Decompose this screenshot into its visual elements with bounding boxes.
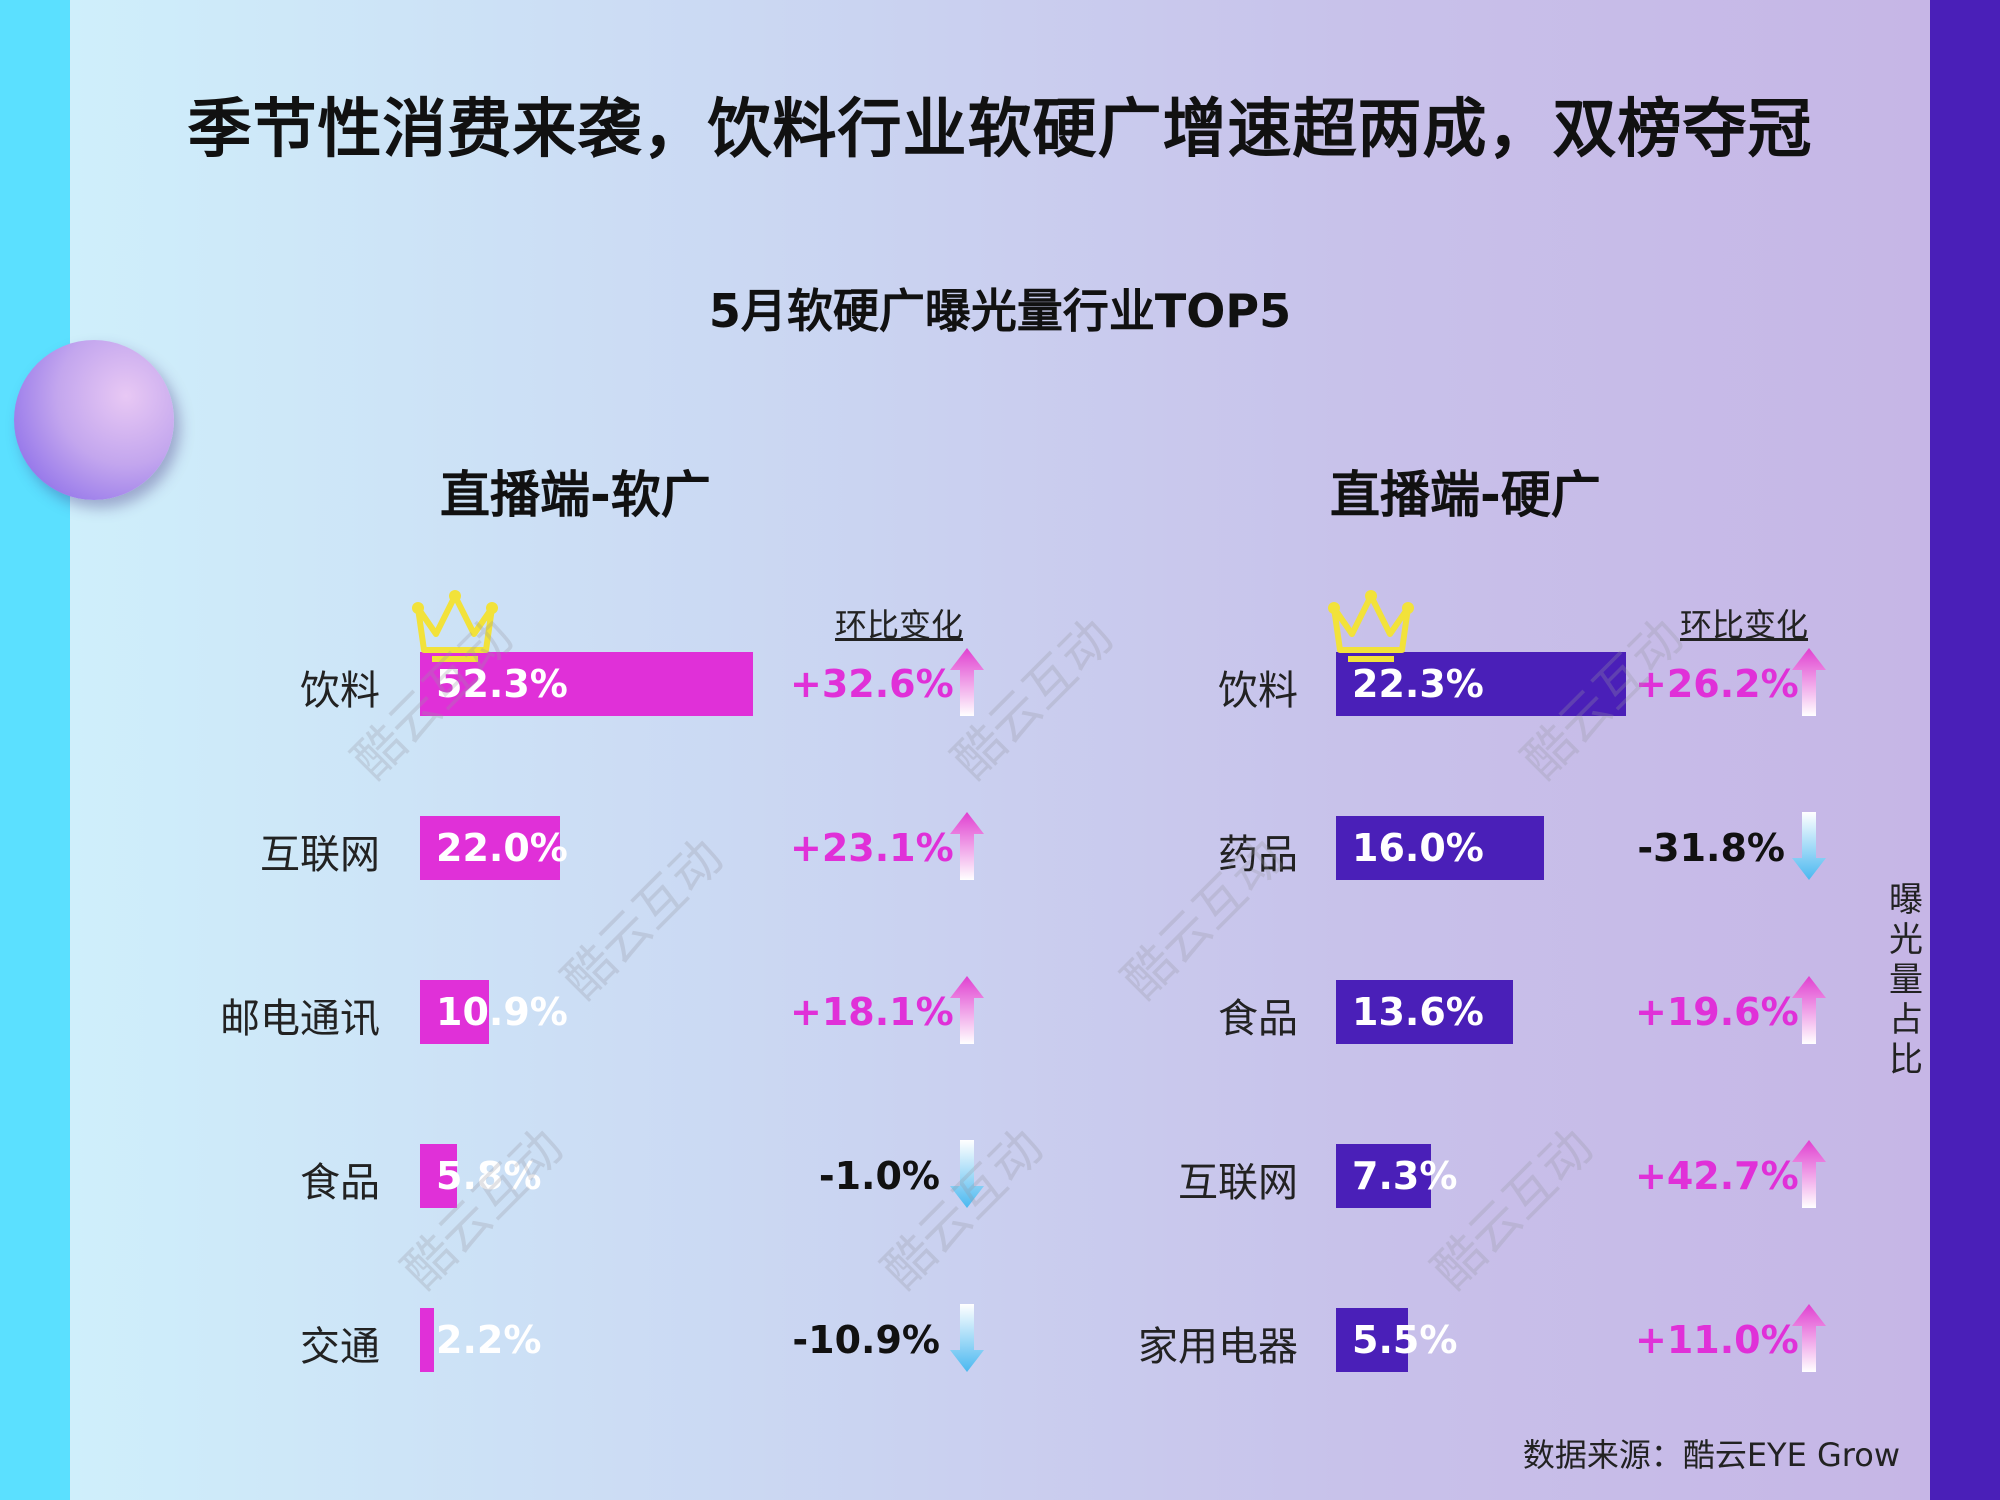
arrow-down-icon-soft-3 xyxy=(950,1140,984,1208)
soft-category-label: 交通 xyxy=(300,1324,380,1370)
arrow-up-icon-soft-0 xyxy=(950,648,984,716)
hard-arrow-up xyxy=(1792,1304,1826,1372)
side-axis-label: 曝光量占比 xyxy=(1889,880,1923,1080)
soft-bar xyxy=(420,816,561,880)
arrow-down-icon-hard-1 xyxy=(1792,812,1826,880)
soft-change-label: +23.1% xyxy=(790,826,954,870)
soft-arrow-down xyxy=(950,1304,984,1372)
soft-arrow-up xyxy=(950,812,984,880)
hard-arrow-up xyxy=(1792,648,1826,716)
soft-category-label: 饮料 xyxy=(300,668,380,714)
soft-arrow-down xyxy=(950,1140,984,1208)
soft-bar xyxy=(420,1144,457,1208)
hard-change-label: +11.0% xyxy=(1635,1318,1799,1362)
soft-change-header: 环比变化 xyxy=(835,606,964,644)
left-accent-stripe xyxy=(0,0,70,1500)
hard-bar xyxy=(1336,816,1545,880)
hard-category-label: 互联网 xyxy=(1178,1160,1298,1206)
soft-category-label: 互联网 xyxy=(260,832,380,878)
hard-arrow-up xyxy=(1792,976,1826,1044)
chart-subtitle: 5月软硬广曝光量行业TOP5 xyxy=(708,284,1292,338)
data-source: 数据来源：酷云EYE Grow xyxy=(1522,1436,1900,1474)
hard-category-label: 药品 xyxy=(1218,832,1298,878)
arrow-up-icon-hard-2 xyxy=(1792,976,1826,1044)
hard-panel-title: 直播端-硬广 xyxy=(1330,466,1601,524)
soft-bar xyxy=(420,1308,434,1372)
right-accent-stripe xyxy=(1930,0,2000,1500)
soft-value-label: 52.3% xyxy=(436,662,568,706)
hard-change-label: +26.2% xyxy=(1635,662,1799,706)
background xyxy=(70,0,1930,1500)
hard-bar xyxy=(1336,652,1626,716)
hard-change-label: +42.7% xyxy=(1635,1154,1799,1198)
hard-value-label: 22.3% xyxy=(1352,662,1484,706)
arrow-down-icon-soft-4 xyxy=(950,1304,984,1372)
hard-value-label: 7.3% xyxy=(1352,1154,1458,1198)
soft-arrow-up xyxy=(950,976,984,1044)
hard-bar xyxy=(1336,1144,1431,1208)
hard-value-label: 13.6% xyxy=(1352,990,1484,1034)
hard-change-label: -31.8% xyxy=(1637,826,1785,870)
crown-icon xyxy=(1326,588,1416,668)
soft-panel-title: 直播端-软广 xyxy=(440,466,711,524)
hard-value-label: 5.5% xyxy=(1352,1318,1458,1362)
soft-change-label: +32.6% xyxy=(790,662,954,706)
soft-change-label: -10.9% xyxy=(792,1318,940,1362)
hard-change-label: +19.6% xyxy=(1635,990,1799,1034)
hard-category-label: 家用电器 xyxy=(1138,1324,1298,1370)
hard-bar xyxy=(1336,1308,1408,1372)
soft-value-label: 10.9% xyxy=(436,990,568,1034)
soft-value-label: 22.0% xyxy=(436,826,568,870)
page-title: 季节性消费来袭，饮料行业软硬广增速超两成，双榜夺冠 xyxy=(187,93,1813,167)
hard-arrow-down xyxy=(1792,812,1826,880)
hard-arrow-up xyxy=(1792,1140,1826,1208)
soft-change-label: -1.0% xyxy=(818,1154,940,1198)
hard-category-label: 食品 xyxy=(1218,996,1298,1042)
hard-value-label: 16.0% xyxy=(1352,826,1484,870)
soft-value-label: 2.2% xyxy=(436,1318,542,1362)
soft-category-label: 食品 xyxy=(300,1160,380,1206)
soft-bar xyxy=(420,980,490,1044)
hard-category-label: 饮料 xyxy=(1218,668,1298,714)
soft-arrow-up xyxy=(950,648,984,716)
arrow-up-icon-hard-3 xyxy=(1792,1140,1826,1208)
arrow-up-icon-hard-0 xyxy=(1792,648,1826,716)
soft-category-label: 邮电通讯 xyxy=(220,996,380,1042)
hard-bar xyxy=(1336,980,1513,1044)
soft-change-label: +18.1% xyxy=(790,990,954,1034)
decorative-orb xyxy=(14,340,174,500)
hard-change-header: 环比变化 xyxy=(1680,606,1809,644)
soft-value-label: 5.8% xyxy=(436,1154,542,1198)
arrow-up-icon-hard-4 xyxy=(1792,1304,1826,1372)
soft-bar xyxy=(420,652,753,716)
crown-icon xyxy=(410,588,500,668)
arrow-up-icon-soft-2 xyxy=(950,976,984,1044)
arrow-up-icon-soft-1 xyxy=(950,812,984,880)
